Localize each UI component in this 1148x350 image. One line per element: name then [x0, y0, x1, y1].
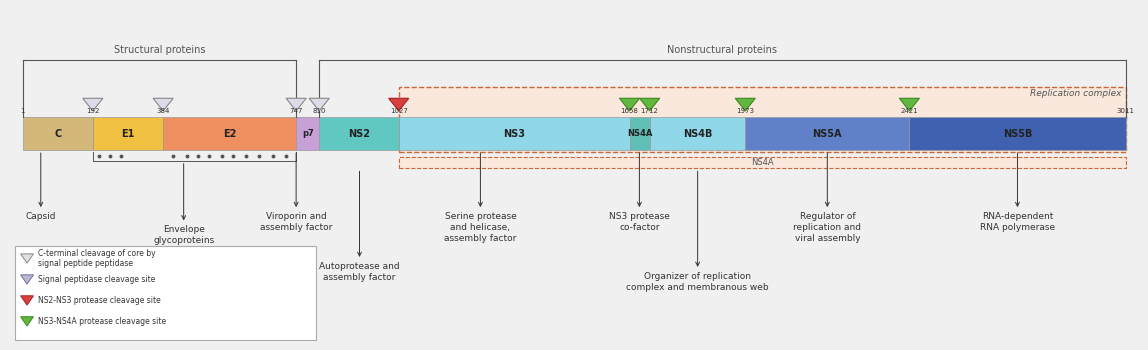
FancyBboxPatch shape — [319, 117, 398, 150]
Text: NS4A: NS4A — [627, 129, 652, 138]
Text: 192: 192 — [86, 108, 100, 114]
Text: Regulator of
replication and
viral assembly: Regulator of replication and viral assem… — [793, 212, 861, 243]
Text: NS4A: NS4A — [751, 158, 774, 167]
Text: NS2-NS3 protease cleavage site: NS2-NS3 protease cleavage site — [38, 296, 161, 305]
Text: 1027: 1027 — [390, 108, 408, 114]
Text: 384: 384 — [156, 108, 170, 114]
Text: NS3 protease
co-factor: NS3 protease co-factor — [608, 212, 669, 232]
Text: Capsid: Capsid — [25, 212, 56, 220]
Text: Structural proteins: Structural proteins — [114, 46, 205, 55]
Text: Organizer of replication
complex and membranous web: Organizer of replication complex and mem… — [627, 272, 769, 292]
FancyBboxPatch shape — [650, 117, 745, 150]
Polygon shape — [286, 98, 307, 111]
Text: NS5B: NS5B — [1002, 128, 1032, 139]
FancyBboxPatch shape — [398, 117, 629, 150]
Text: 3011: 3011 — [1117, 108, 1134, 114]
Text: Envelope
glycoproteins: Envelope glycoproteins — [153, 225, 215, 245]
Polygon shape — [21, 275, 33, 284]
FancyBboxPatch shape — [629, 117, 650, 150]
FancyBboxPatch shape — [296, 117, 319, 150]
Text: E1: E1 — [122, 128, 134, 139]
Polygon shape — [309, 98, 329, 111]
Text: NS4B: NS4B — [683, 128, 712, 139]
FancyBboxPatch shape — [163, 117, 296, 150]
Polygon shape — [735, 98, 755, 111]
Text: NS5A: NS5A — [813, 128, 843, 139]
Polygon shape — [21, 296, 33, 305]
Text: NS2: NS2 — [348, 128, 370, 139]
Text: p7: p7 — [302, 129, 313, 138]
Text: 1: 1 — [21, 108, 25, 114]
Text: Autoprotease and
assembly factor: Autoprotease and assembly factor — [319, 261, 400, 282]
Text: 1973: 1973 — [736, 108, 754, 114]
Text: E2: E2 — [223, 128, 236, 139]
FancyBboxPatch shape — [909, 117, 1125, 150]
Text: 747: 747 — [289, 108, 303, 114]
Text: 810: 810 — [312, 108, 326, 114]
FancyBboxPatch shape — [398, 157, 1125, 168]
Text: 1712: 1712 — [641, 108, 659, 114]
Text: C-terminal cleavage of core by
signal peptide peptidase: C-terminal cleavage of core by signal pe… — [38, 249, 155, 268]
FancyBboxPatch shape — [398, 87, 1125, 152]
Polygon shape — [620, 98, 639, 111]
Polygon shape — [153, 98, 173, 111]
Text: NS3: NS3 — [503, 128, 525, 139]
FancyBboxPatch shape — [15, 246, 316, 340]
Text: Viroporin and
assembly factor: Viroporin and assembly factor — [259, 212, 332, 232]
Polygon shape — [639, 98, 660, 111]
Polygon shape — [899, 98, 920, 111]
Polygon shape — [83, 98, 103, 111]
Text: 2421: 2421 — [900, 108, 918, 114]
Text: Replication complex: Replication complex — [1031, 89, 1122, 98]
Text: 1658: 1658 — [621, 108, 638, 114]
Text: C: C — [54, 128, 62, 139]
Text: Signal peptidase cleavage site: Signal peptidase cleavage site — [38, 275, 155, 284]
Text: Nonstructural proteins: Nonstructural proteins — [667, 46, 777, 55]
Polygon shape — [21, 317, 33, 326]
Text: RNA-dependent
RNA polymerase: RNA-dependent RNA polymerase — [980, 212, 1055, 232]
Text: Serine protease
and helicase,
assembly factor: Serine protease and helicase, assembly f… — [444, 212, 517, 243]
FancyBboxPatch shape — [93, 117, 163, 150]
Text: NS3-NS4A protease cleavage site: NS3-NS4A protease cleavage site — [38, 317, 166, 326]
Polygon shape — [21, 254, 33, 263]
FancyBboxPatch shape — [745, 117, 909, 150]
FancyBboxPatch shape — [23, 117, 93, 150]
Polygon shape — [389, 98, 409, 111]
